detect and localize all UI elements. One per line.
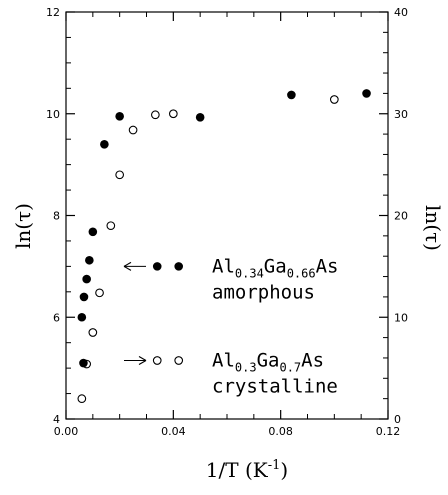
left-tick-label: 6 xyxy=(53,311,60,324)
filled-point xyxy=(115,111,124,121)
legend-amorphous-formula: Al0.34Ga0.66As xyxy=(212,255,338,280)
filled-point xyxy=(195,113,205,122)
legend-crystalline-formula: Al0.3Ga0.7As xyxy=(212,349,324,374)
x-axis-title: 1/T (K-1) xyxy=(206,458,288,482)
filled-point xyxy=(79,292,89,302)
legend-marker-filled xyxy=(174,262,183,271)
x-axis: 0.00 0.04 0.08 0.12 xyxy=(54,12,401,438)
x-tick-label: 0.12 xyxy=(376,425,401,438)
right-tick-label: 0 xyxy=(394,413,401,426)
legend-arrow-amorphous-head xyxy=(123,261,132,271)
open-point xyxy=(95,288,104,298)
left-tick-label: 10 xyxy=(46,108,60,121)
filled-point xyxy=(88,227,98,237)
right-tick-label: 20 xyxy=(394,210,408,223)
data-points xyxy=(77,89,371,404)
right-tick-label: 10 xyxy=(394,311,408,324)
legend-marker-filled xyxy=(152,262,162,271)
open-point xyxy=(115,170,125,180)
filled-point xyxy=(362,89,371,98)
left-y-axis-title: ln(τ) xyxy=(11,203,35,249)
open-point xyxy=(106,221,116,231)
filled-point xyxy=(82,274,91,284)
open-point xyxy=(77,394,87,404)
left-tick-label: 8 xyxy=(53,210,60,223)
right-tick-label: 30 xyxy=(394,108,408,121)
open-point xyxy=(128,125,138,135)
right-y-axis: 0 10 20 30 40 xyxy=(379,6,408,426)
filled-point xyxy=(287,90,296,100)
legend-marker-open xyxy=(152,356,162,365)
right-tick-label: 40 xyxy=(394,6,408,19)
filled-point xyxy=(100,139,109,149)
left-y-axis: 4 6 8 10 12 xyxy=(46,6,75,426)
left-tick-label: 4 xyxy=(53,413,60,426)
legend-marker-open xyxy=(174,356,184,365)
filled-point xyxy=(85,255,94,265)
legend-arrow-crystalline-head xyxy=(138,356,147,365)
filled-point xyxy=(79,358,88,368)
left-tick-label: 12 xyxy=(46,6,60,19)
open-point xyxy=(88,328,98,337)
legend-crystalline-phase: crystalline xyxy=(212,375,338,397)
open-point xyxy=(151,110,160,120)
open-point xyxy=(329,95,339,104)
open-point xyxy=(168,109,178,119)
x-tick-label: 0.04 xyxy=(161,425,186,438)
legend-amorphous-phase: amorphous xyxy=(212,281,315,303)
right-y-axis-title: ln(τ) xyxy=(421,205,445,251)
filled-point xyxy=(77,312,87,322)
x-tick-label: 0.08 xyxy=(268,425,293,438)
x-tick-label: 0.00 xyxy=(54,425,79,438)
